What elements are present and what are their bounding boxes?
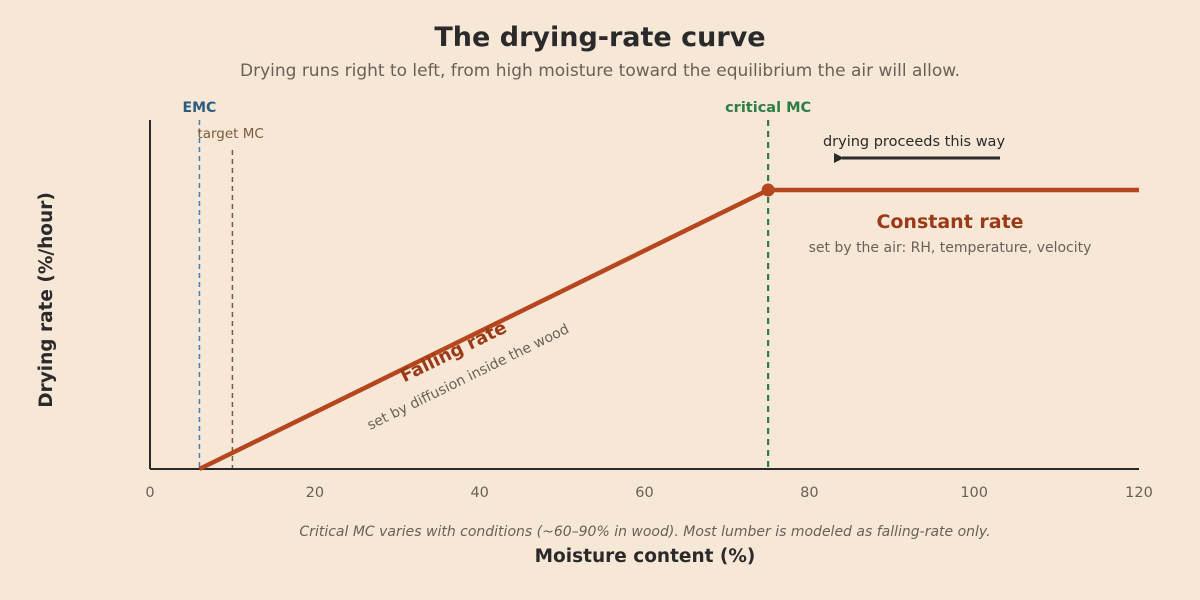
critical-label: critical MC bbox=[725, 100, 811, 116]
x-tick-label: 60 bbox=[635, 485, 653, 501]
emc-label: EMC bbox=[183, 100, 217, 116]
critical-point-marker bbox=[761, 183, 775, 197]
x-axis-label: Moisture content (%) bbox=[535, 546, 756, 567]
x-tick-label: 20 bbox=[306, 485, 324, 501]
reference-lines: EMC target MC critical MC bbox=[183, 100, 811, 469]
x-tick-label: 120 bbox=[1125, 485, 1153, 501]
falling-rate-labels: Falling rate set by diffusion inside the… bbox=[365, 317, 572, 433]
constant-rate-subtitle: set by the air: RH, temperature, velocit… bbox=[809, 240, 1092, 256]
x-ticks: 0 20 40 60 80 100 120 bbox=[145, 485, 1152, 501]
axes bbox=[149, 120, 1139, 470]
x-tick-label: 100 bbox=[960, 485, 988, 501]
y-axis-label: Drying rate (%/hour) bbox=[36, 192, 57, 408]
direction-annotation: drying proceeds this way bbox=[823, 134, 1005, 163]
x-tick-label: 0 bbox=[145, 485, 154, 501]
constant-rate-title: Constant rate bbox=[876, 211, 1023, 233]
x-tick-label: 40 bbox=[470, 485, 488, 501]
footnote: Critical MC varies with conditions (~60–… bbox=[299, 524, 990, 540]
curve-group bbox=[198, 183, 1139, 472]
direction-label: drying proceeds this way bbox=[823, 134, 1005, 150]
target-label: target MC bbox=[197, 126, 263, 142]
chart-title: The drying-rate curve bbox=[434, 22, 765, 53]
x-tick-label: 80 bbox=[800, 485, 818, 501]
chart-subtitle: Drying runs right to left, from high moi… bbox=[240, 61, 960, 81]
